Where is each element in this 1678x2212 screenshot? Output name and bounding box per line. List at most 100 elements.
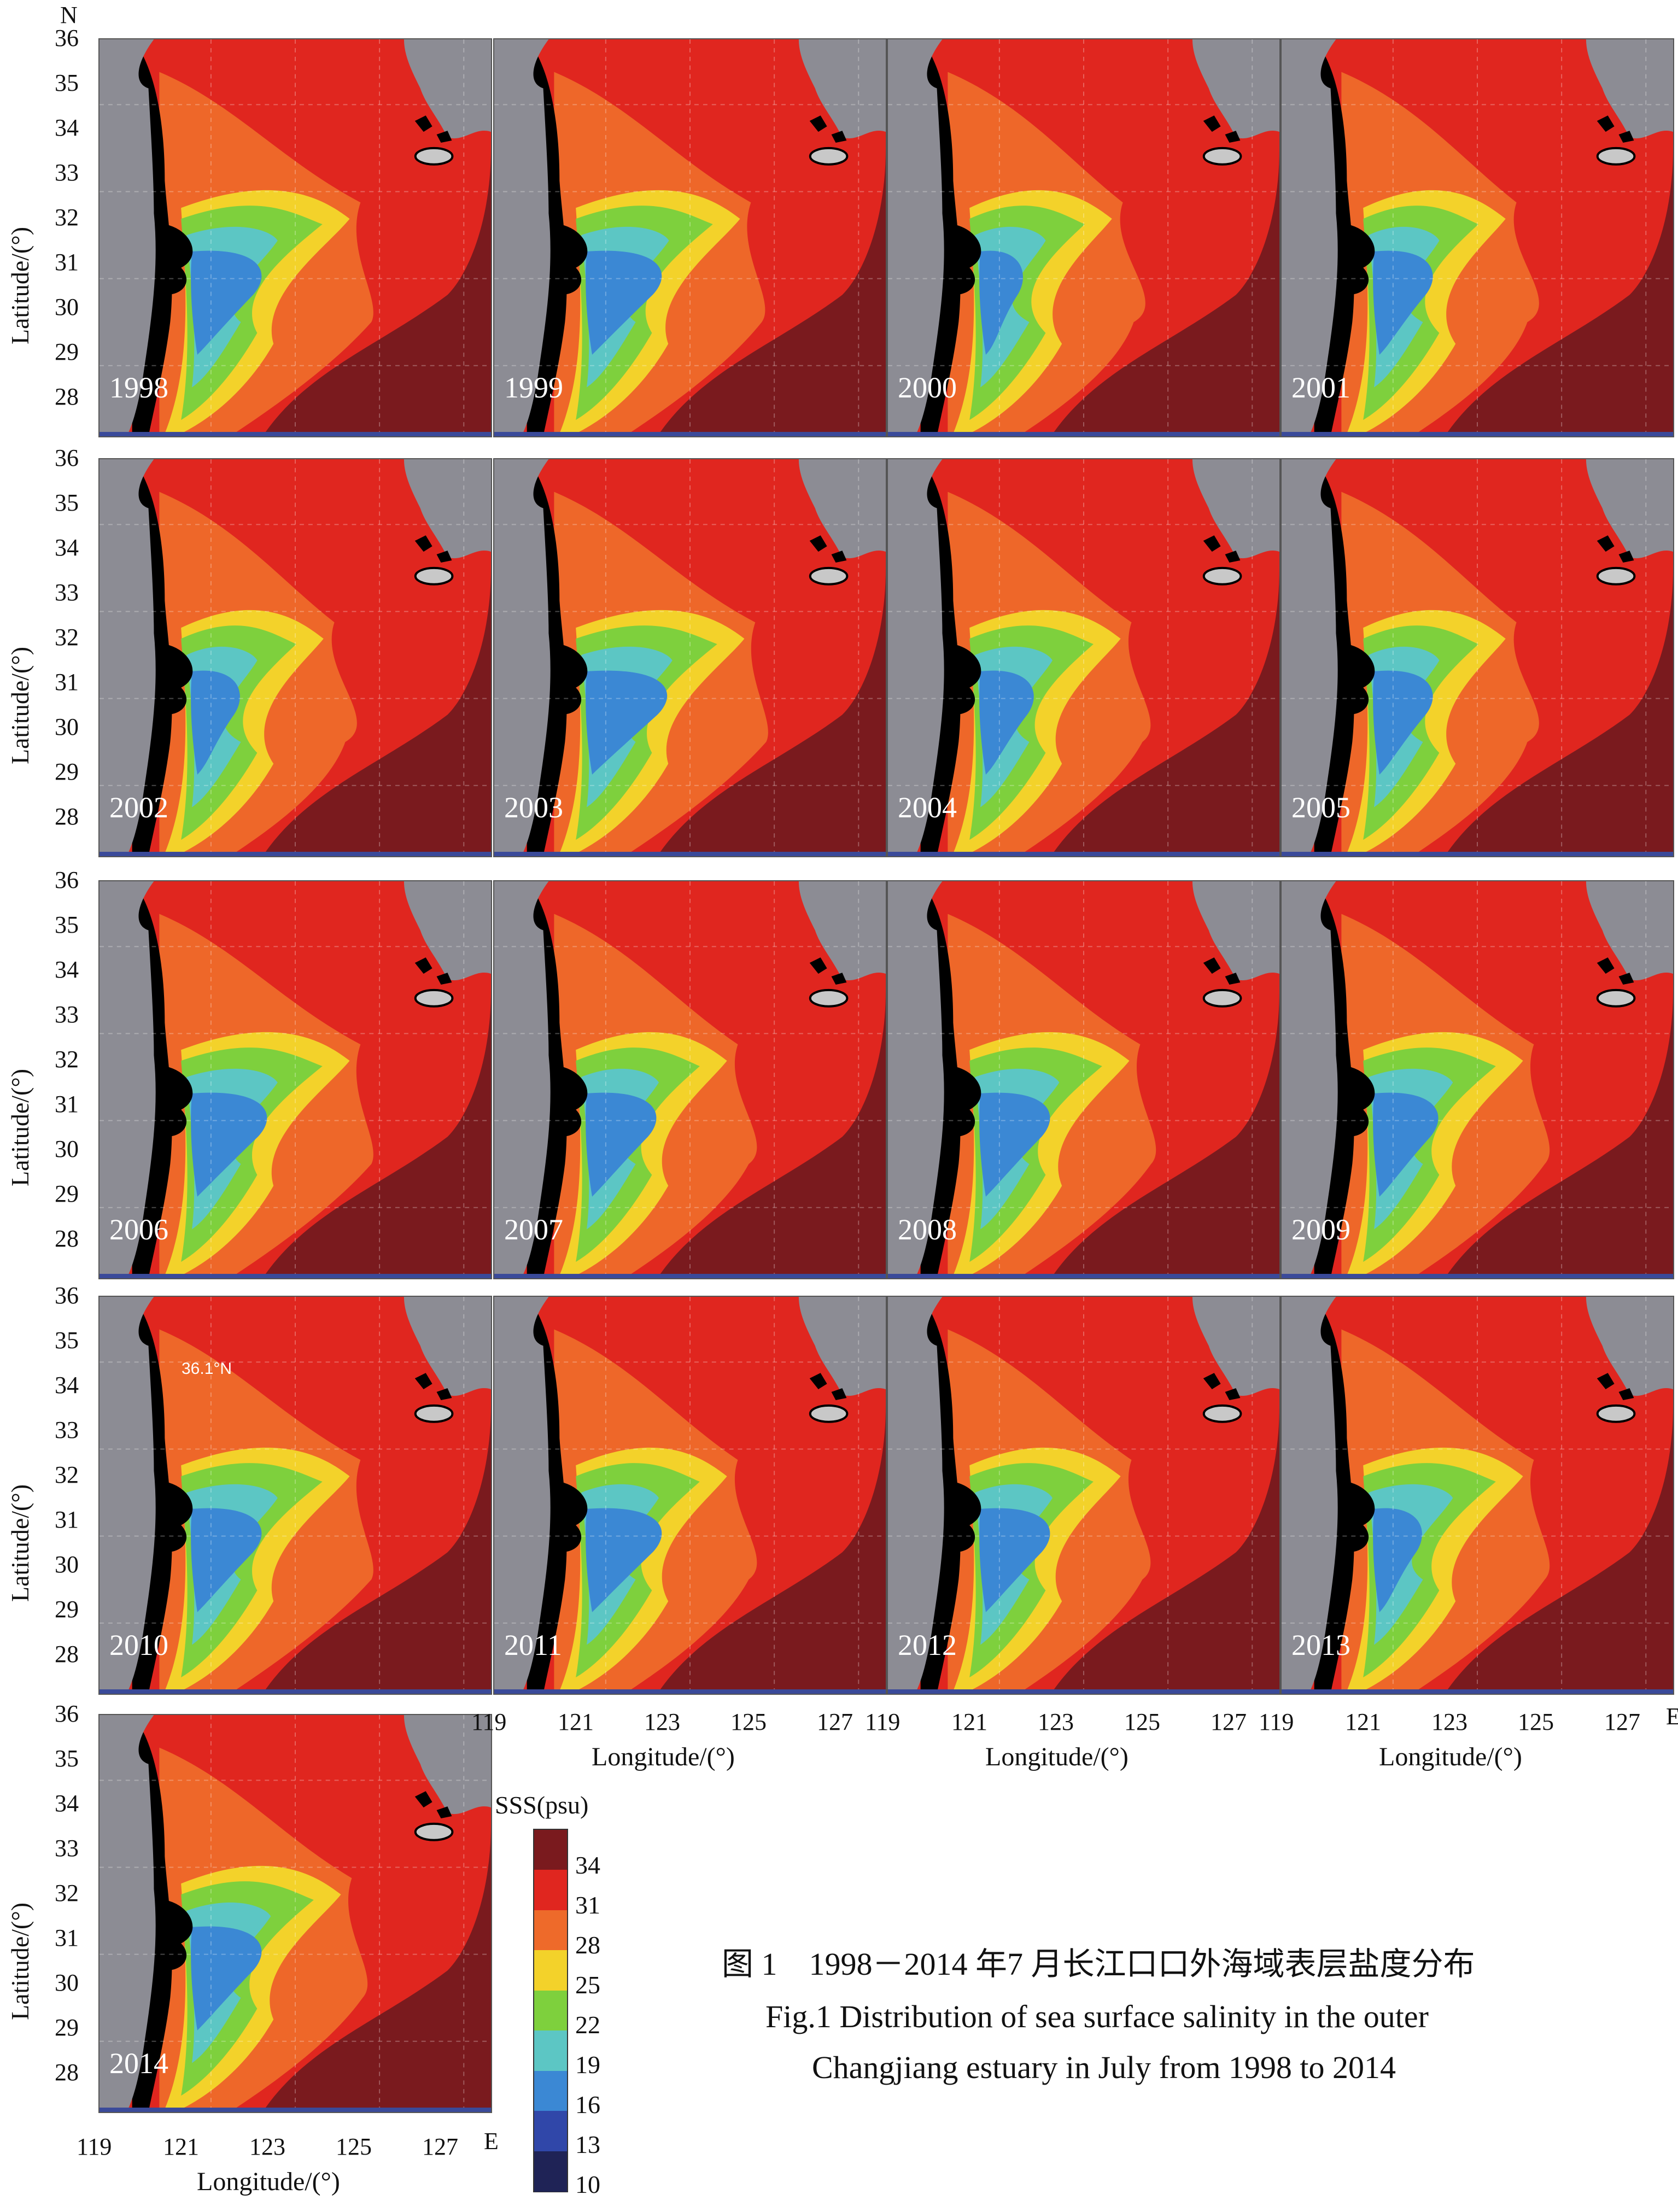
latitude-tick: 29 <box>55 2014 79 2041</box>
colorbar-tick: 10 <box>575 2170 600 2198</box>
longitude-tick: 125 <box>730 1708 767 1735</box>
salinity-map-panel: 2005 <box>1281 458 1674 857</box>
longitude-tick: 127 <box>1211 1708 1247 1735</box>
colorbar-segment <box>534 2030 567 2071</box>
latitude-tick: 30 <box>55 1969 79 1996</box>
panel-year-label: 2005 <box>1291 791 1350 824</box>
latitude-tick: 30 <box>55 294 79 320</box>
latitude-tick: 31 <box>55 669 79 695</box>
salinity-map-panel: 1999 <box>493 38 887 437</box>
latitude-tick: 33 <box>55 1417 79 1443</box>
latitude-tick: 28 <box>55 803 79 830</box>
latitude-tick: 32 <box>55 1880 79 1906</box>
longitude-axis-label: Longitude/(°) <box>197 2167 340 2196</box>
salinity-map-panel: 2007 <box>493 880 887 1279</box>
panel-year-label: 2007 <box>504 1213 563 1246</box>
colorbar-tick: 28 <box>575 1931 600 1959</box>
inset-latitude-label: 36.1°N <box>182 1360 232 1378</box>
panel-year-label: 2002 <box>109 791 168 824</box>
latitude-axis-label: Latitude/(°) <box>6 1068 34 1186</box>
latitude-tick: 31 <box>55 1924 79 1951</box>
longitude-tick: 121 <box>163 2133 199 2160</box>
colorbar-segment <box>534 1910 567 1951</box>
latitude-tick: 36 <box>55 1700 79 1727</box>
colorbar-segment <box>534 1830 567 1871</box>
latitude-tick: 31 <box>55 1091 79 1117</box>
latitude-tick: 33 <box>55 1001 79 1028</box>
latitude-axis-label: Latitude/(°) <box>6 646 34 764</box>
longitude-tick: 127 <box>422 2133 458 2160</box>
panel-year-label: 2009 <box>1291 1213 1350 1246</box>
salinity-map-panel: 2008 <box>887 880 1281 1279</box>
longitude-axis-label: Longitude/(°) <box>985 1742 1129 1771</box>
latitude-tick: 32 <box>55 624 79 651</box>
latitude-tick: 28 <box>55 1641 79 1667</box>
latitude-tick: 33 <box>55 579 79 606</box>
longitude-tick: 119 <box>865 1708 901 1735</box>
colorbar-segment <box>534 2111 567 2152</box>
panel-year-label: 2014 <box>109 2047 168 2080</box>
panel-year-label: 1998 <box>109 371 168 404</box>
panel-year-label: 2004 <box>898 791 957 824</box>
longitude-tick: 121 <box>558 1708 594 1735</box>
north-label: N <box>60 2 78 28</box>
latitude-tick: 29 <box>55 1180 79 1207</box>
longitude-tick: 127 <box>1604 1708 1640 1735</box>
panel-year-label: 2013 <box>1291 1629 1350 1661</box>
latitude-tick: 34 <box>55 1372 79 1398</box>
latitude-tick: 35 <box>55 489 79 516</box>
longitude-tick: 123 <box>1038 1708 1074 1735</box>
latitude-tick: 32 <box>55 204 79 231</box>
longitude-tick: 125 <box>336 2133 372 2160</box>
colorbar-title: SSS(psu) <box>495 1791 589 1819</box>
salinity-map-panel: 2014 <box>98 1714 492 2113</box>
panel-year-label: 2012 <box>898 1629 957 1661</box>
latitude-tick: 29 <box>55 758 79 785</box>
longitude-tick: 127 <box>817 1708 853 1735</box>
salinity-map-panel: 2012 <box>887 1296 1281 1695</box>
panel-year-label: 2001 <box>1291 371 1350 404</box>
panel-year-label: 2000 <box>898 371 957 404</box>
salinity-map-panel: 2013 <box>1281 1296 1674 1695</box>
latitude-tick: 34 <box>55 534 79 561</box>
caption-english-line2: Changjiang estuary in July from 1998 to … <box>812 2050 1396 2085</box>
longitude-tick: 121 <box>951 1708 987 1735</box>
longitude-tick: 119 <box>77 2133 112 2160</box>
salinity-map-panel: 2000 <box>887 38 1281 437</box>
colorbar-tick: 34 <box>575 1851 600 1879</box>
latitude-tick: 36 <box>55 1282 79 1309</box>
latitude-tick: 28 <box>55 383 79 410</box>
panel-year-label: 2003 <box>504 791 563 824</box>
panel-year-label: 2011 <box>504 1629 562 1661</box>
salinity-map-panel: 2004 <box>887 458 1281 857</box>
salinity-map-panel: 2010 36.1°N <box>98 1296 492 1695</box>
latitude-tick: 35 <box>55 1327 79 1354</box>
colorbar-tick: 16 <box>575 2091 600 2119</box>
longitude-tick: 125 <box>1124 1708 1160 1735</box>
longitude-tick: 121 <box>1345 1708 1381 1735</box>
colorbar-segment <box>534 1870 567 1911</box>
longitude-tick: 119 <box>471 1708 507 1735</box>
latitude-tick: 35 <box>55 911 79 938</box>
latitude-tick: 29 <box>55 338 79 365</box>
latitude-tick: 35 <box>55 69 79 96</box>
longitude-axis-label: Longitude/(°) <box>592 1742 735 1771</box>
latitude-tick: 32 <box>55 1461 79 1488</box>
latitude-tick: 33 <box>55 1835 79 1862</box>
latitude-tick: 30 <box>55 1551 79 1578</box>
east-label: E <box>484 2128 499 2155</box>
salinity-map-panel: 2003 <box>493 458 887 857</box>
longitude-tick: 125 <box>1518 1708 1554 1735</box>
latitude-tick: 30 <box>55 1136 79 1162</box>
latitude-axis-label: Latitude/(°) <box>6 1902 34 2020</box>
latitude-tick: 36 <box>55 867 79 893</box>
panel-year-label: 1999 <box>504 371 563 404</box>
latitude-tick: 29 <box>55 1596 79 1623</box>
caption-english-line1: Fig.1 Distribution of sea surface salini… <box>765 1999 1429 2034</box>
longitude-tick: 123 <box>644 1708 680 1735</box>
salinity-map-panel: 1998 <box>98 38 492 437</box>
panel-year-label: 2010 <box>109 1629 168 1661</box>
colorbar <box>533 1829 568 2192</box>
latitude-tick: 30 <box>55 713 79 740</box>
latitude-tick: 34 <box>55 114 79 141</box>
